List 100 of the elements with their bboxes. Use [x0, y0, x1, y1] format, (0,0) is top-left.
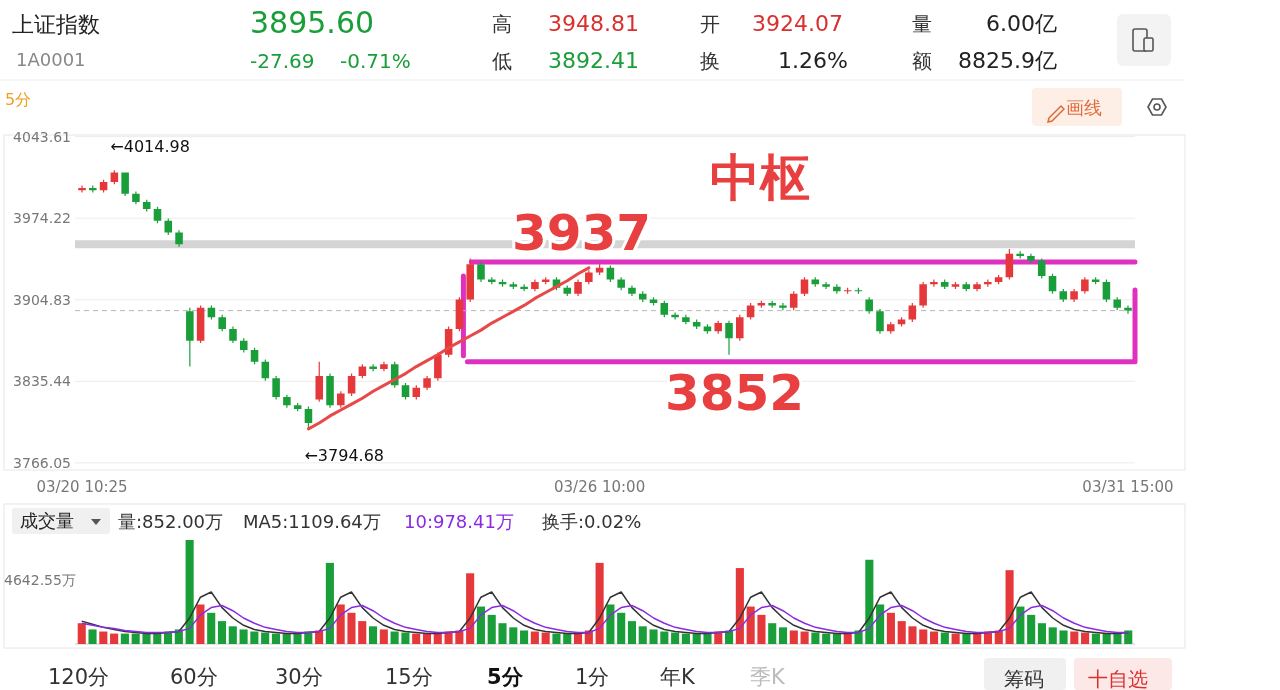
bar — [207, 612, 216, 644]
text: 量 — [912, 12, 932, 36]
bar — [1081, 632, 1090, 644]
text: 60分 — [170, 665, 218, 689]
bar — [822, 633, 831, 644]
bar — [746, 606, 755, 644]
bar — [1016, 606, 1025, 644]
bar — [217, 621, 227, 644]
text: 5分 — [5, 90, 32, 109]
bar — [1048, 627, 1057, 644]
text: 额 — [912, 49, 932, 73]
bar — [530, 631, 539, 644]
text: 高 — [492, 12, 512, 36]
candlestick — [380, 361, 388, 372]
bar — [412, 633, 421, 644]
candlestick — [272, 375, 280, 400]
bar — [77, 623, 86, 644]
text: 3892.41 — [548, 48, 639, 73]
bar — [185, 540, 194, 644]
ref-line-label: 3937 — [512, 203, 652, 262]
text: 上证指数 — [12, 12, 100, 37]
bar — [832, 633, 842, 644]
bar — [142, 633, 151, 644]
bar — [498, 623, 507, 644]
y-tick-label: 3974.22 — [13, 210, 71, 227]
bar — [271, 633, 280, 644]
y-tick-label: 3766.05 — [13, 454, 71, 471]
candlestick — [638, 291, 647, 302]
bar — [627, 621, 637, 644]
bar — [638, 626, 647, 644]
bar — [541, 632, 550, 644]
bar — [369, 626, 378, 644]
text: 年K — [660, 665, 696, 689]
bar — [325, 562, 334, 644]
bar — [962, 633, 971, 644]
text: 3924.07 — [752, 11, 843, 36]
text: 量:852.00万 — [118, 511, 224, 532]
bar — [897, 621, 906, 644]
bar — [466, 573, 475, 644]
candlestick — [779, 303, 787, 311]
candlestick — [574, 279, 582, 297]
text: MA5:1109.64万 — [243, 511, 381, 532]
bar — [509, 627, 518, 644]
text: 换 — [700, 49, 720, 73]
text: -0.71% — [340, 49, 411, 73]
bar — [1091, 633, 1100, 644]
bar — [552, 633, 561, 644]
text: 1A0001 — [16, 49, 86, 70]
x-tick-label: 03/20 10:25 — [36, 478, 128, 496]
bar — [401, 632, 410, 644]
candlestick — [951, 281, 960, 289]
text: -27.69 — [250, 49, 315, 73]
bar — [379, 629, 388, 644]
bar — [865, 559, 874, 644]
text: 1.26% — [778, 48, 848, 73]
text: 15分 — [385, 665, 433, 689]
line-series — [306, 266, 591, 431]
candlestick — [822, 281, 830, 289]
bar — [886, 612, 895, 644]
bar — [1027, 614, 1036, 644]
candlestick — [229, 326, 237, 344]
bar — [800, 631, 809, 644]
candlestick — [186, 307, 194, 367]
bar — [919, 629, 928, 644]
bar — [390, 631, 399, 644]
bar — [595, 562, 604, 644]
bar — [520, 630, 529, 644]
text: 3948.81 — [548, 11, 639, 36]
bar — [282, 633, 291, 644]
text: 开 — [700, 12, 720, 36]
bar — [951, 633, 960, 644]
candlestick — [477, 261, 485, 282]
text: 3895.60 — [250, 5, 375, 40]
bar — [1102, 633, 1111, 644]
x-tick-label: 03/26 10:00 — [553, 478, 646, 496]
candlestick — [682, 314, 690, 325]
bar — [1124, 630, 1133, 644]
bar — [228, 626, 237, 644]
bar — [250, 631, 259, 644]
bar — [617, 612, 626, 644]
bar — [110, 633, 119, 644]
candlestick — [423, 375, 431, 391]
bar — [336, 604, 345, 644]
candlestick — [326, 373, 334, 408]
ref-line-label: 3852 — [665, 363, 805, 422]
bar — [261, 632, 270, 644]
bar — [768, 623, 777, 644]
annotation: ←4014.98 — [110, 137, 190, 157]
candlestick — [876, 308, 884, 334]
candlestick — [962, 281, 971, 292]
bar — [99, 631, 108, 644]
text: 季K — [750, 665, 786, 689]
y-tick-label: 4043.61 — [13, 128, 71, 145]
candlestick — [563, 285, 572, 297]
y-tick-label: 3904.83 — [13, 291, 71, 308]
candlestick — [671, 312, 679, 320]
text: 6.00亿 — [986, 11, 1057, 36]
bar — [1037, 623, 1046, 644]
bar — [1059, 630, 1068, 644]
bar — [757, 614, 766, 644]
